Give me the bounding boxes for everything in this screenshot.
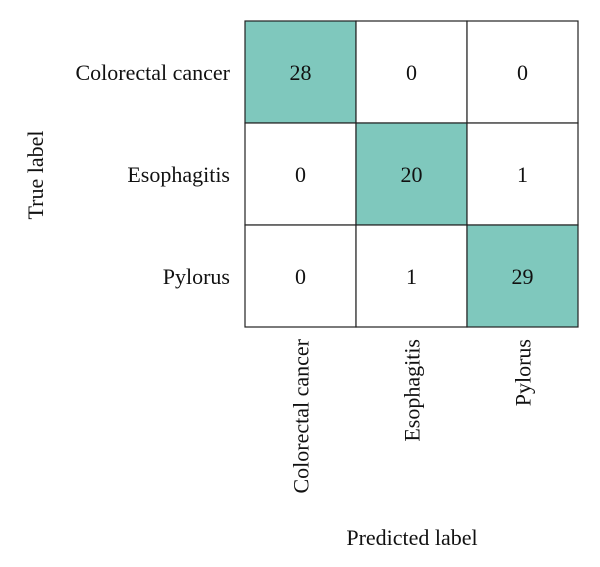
- y-tick-label: Colorectal cancer: [75, 60, 230, 85]
- x-tick-label: Colorectal cancer: [289, 338, 314, 493]
- cell-value-label: 28: [290, 60, 312, 85]
- matrix-cell: [244, 224, 357, 328]
- matrix-cell: [355, 20, 468, 124]
- matrix-cell: [355, 224, 468, 328]
- matrix-cell: [466, 122, 579, 226]
- cell-value-label: 29: [512, 264, 534, 289]
- cell-value-label: 0: [517, 60, 528, 85]
- cell-value-label: 0: [406, 60, 417, 85]
- matrix-cell: [244, 20, 357, 124]
- y-tick-label: Pylorus: [163, 264, 230, 289]
- matrix-cell: [244, 122, 357, 226]
- cell-value-label: 1: [517, 162, 528, 187]
- matrix-cell: [466, 20, 579, 124]
- x-tick-label: Pylorus: [511, 339, 536, 406]
- matrix-values: 28 0 0 0 20 1 0 1 29: [290, 60, 534, 289]
- x-axis-label: Predicted label: [346, 525, 477, 550]
- x-tick-label: Esophagitis: [400, 339, 425, 442]
- y-axis-label: True label: [23, 130, 48, 219]
- cell-value-label: 20: [401, 162, 423, 187]
- cell-value-label: 1: [406, 264, 417, 289]
- x-tick-labels: Colorectal cancer Esophagitis Pylorus: [289, 338, 536, 493]
- matrix-cells: [244, 20, 579, 328]
- cell-value-label: 0: [295, 162, 306, 187]
- matrix-cell: [466, 224, 579, 328]
- y-tick-label: Esophagitis: [127, 162, 230, 187]
- y-tick-labels: Colorectal cancer Esophagitis Pylorus: [75, 60, 230, 289]
- cell-value-label: 0: [295, 264, 306, 289]
- matrix-cell: [355, 122, 468, 226]
